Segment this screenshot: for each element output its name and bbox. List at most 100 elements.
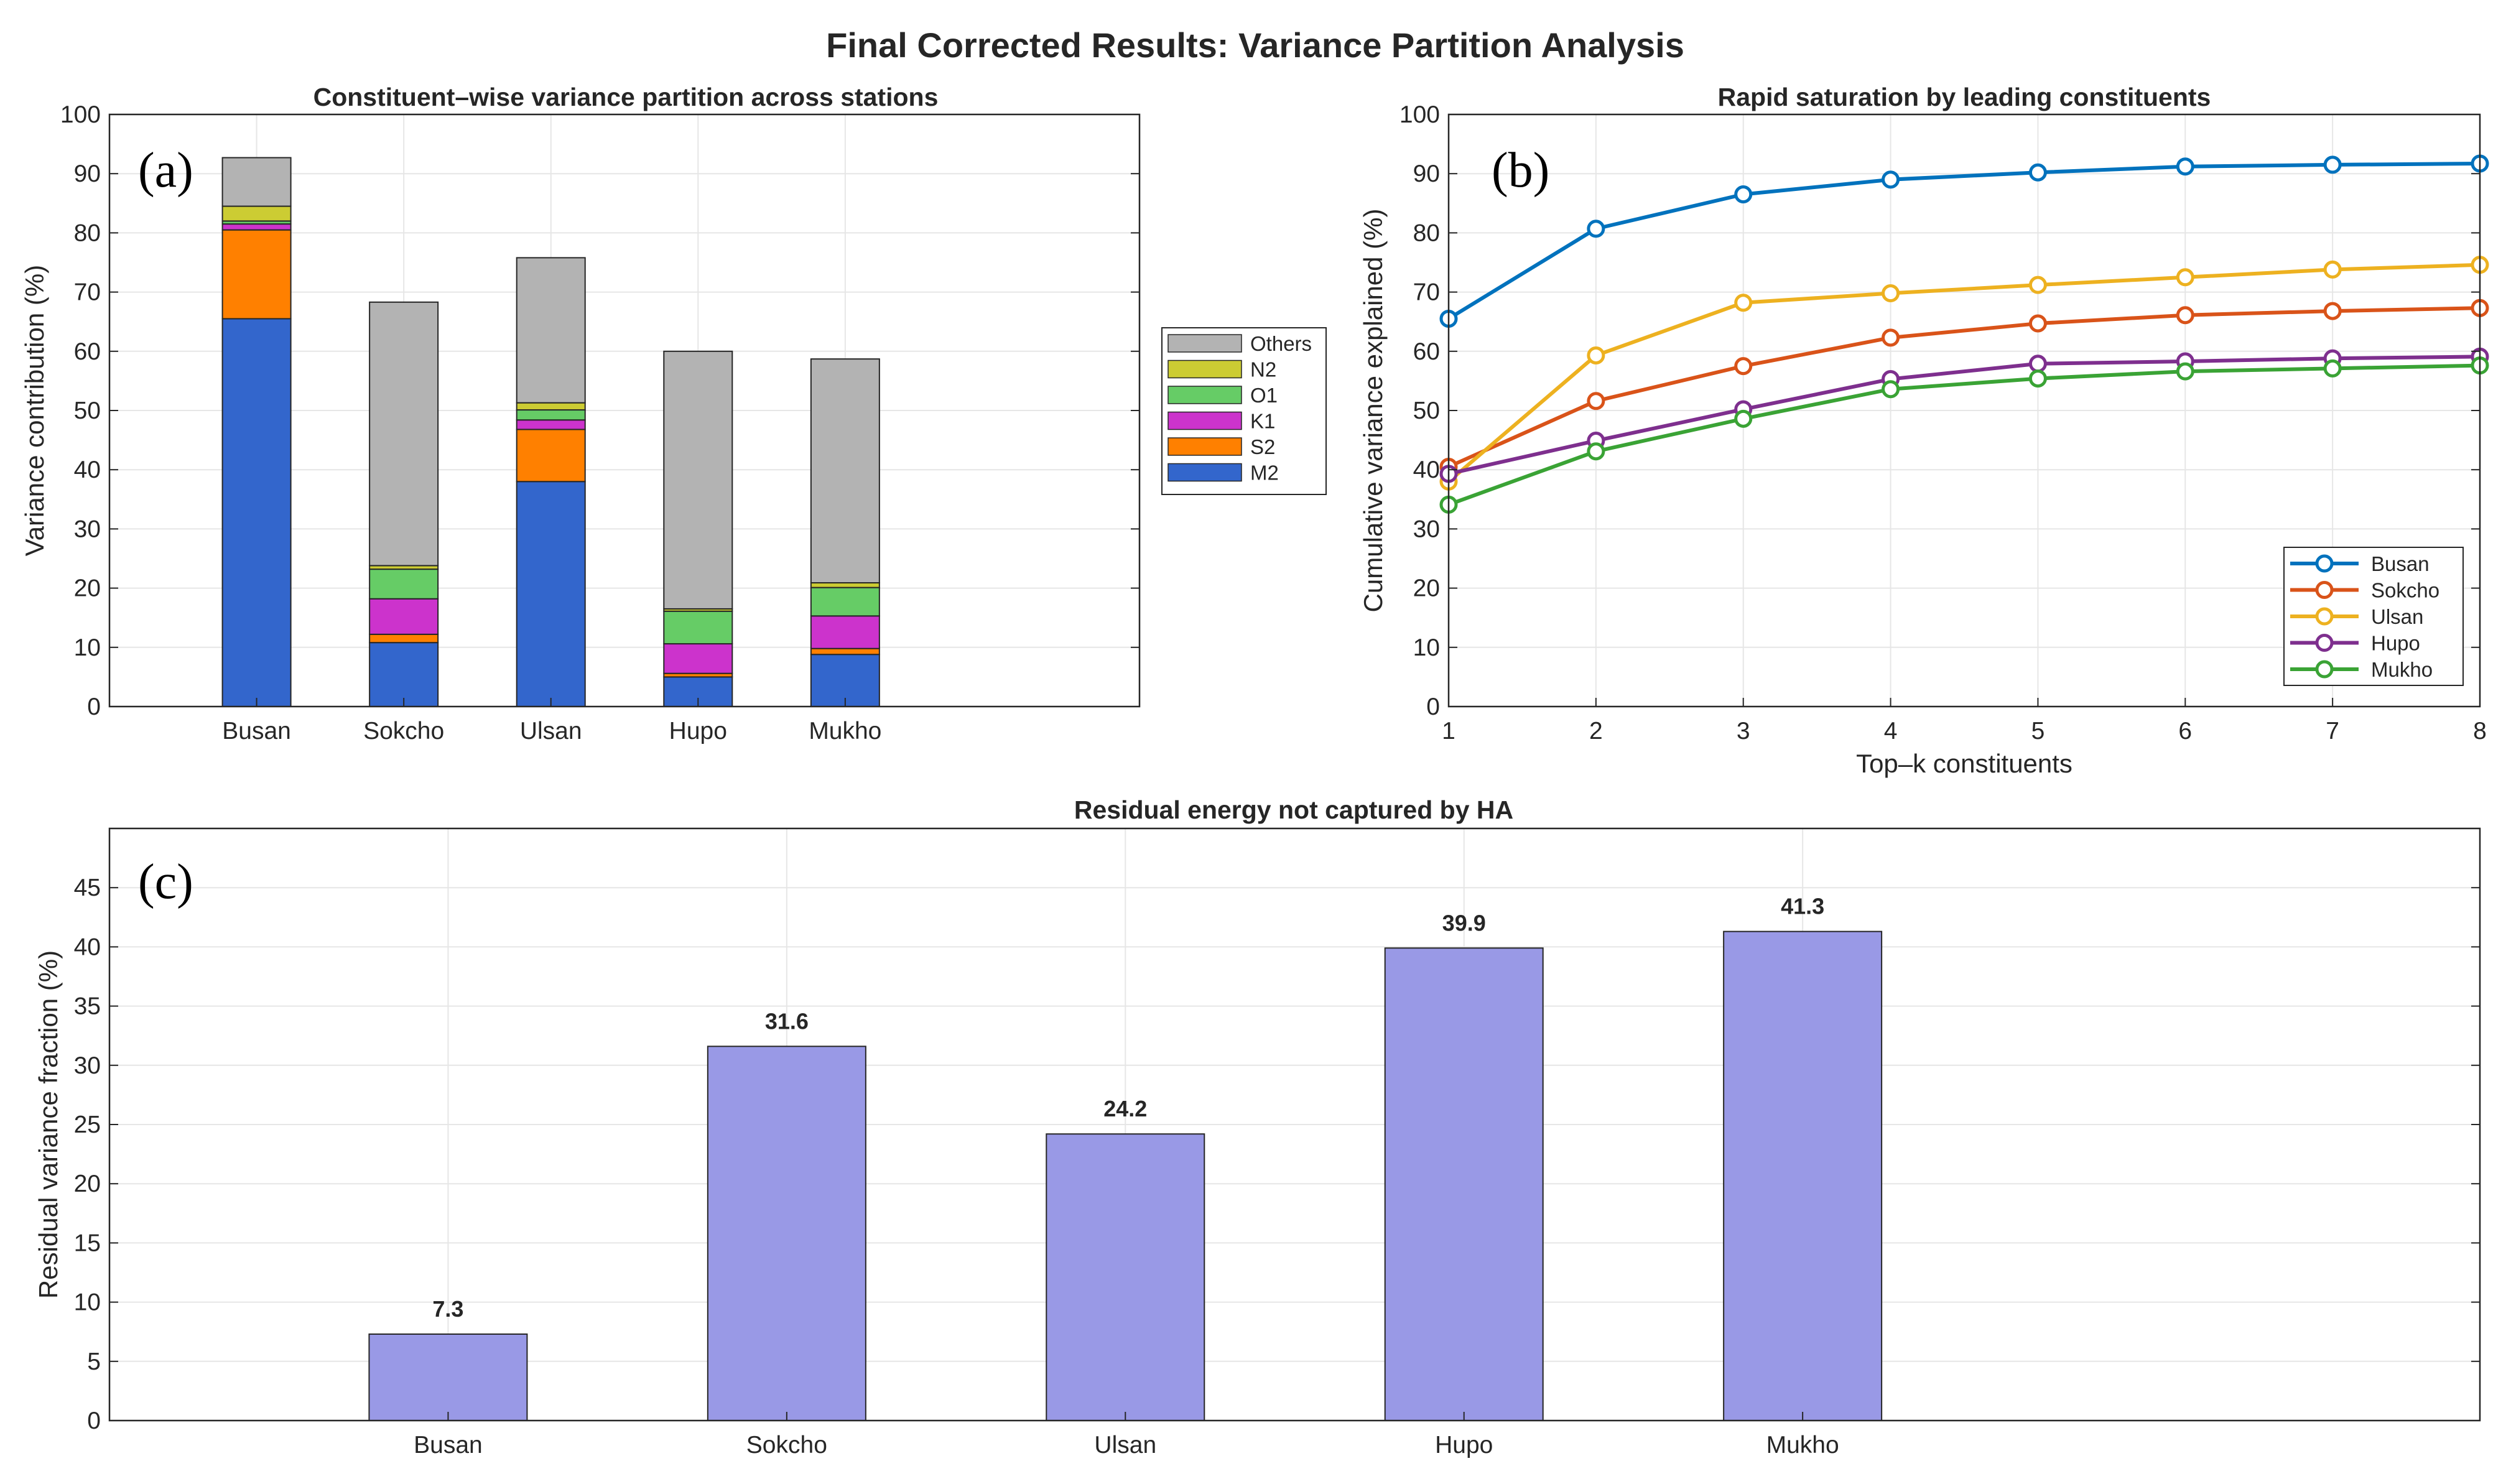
panel-a-bar-k1-sokcho	[369, 598, 439, 635]
panel-c-bar-chart: Residual energy not captured by HA 7.3 31…	[34, 795, 2481, 1458]
panel-a-y-tick-label: 70	[74, 279, 101, 306]
panel-b-legend-marker	[2315, 607, 2334, 626]
panel-b-y-ticks: 0 10 20 30 40 50 60 70 80 90 100	[1399, 101, 2480, 720]
panel-b-point-mukho	[2176, 362, 2194, 381]
panel-b-line-ulsan	[1447, 262, 2481, 483]
panel-c-y-tick-label: 0	[87, 1407, 101, 1434]
panel-c-y-tick-label: 25	[74, 1111, 101, 1138]
panel-b-title: Rapid saturation by leading constituents	[1718, 83, 2211, 111]
panel-b-legend-label: Mukho	[2371, 658, 2433, 681]
figure-title: Final Corrected Results: Variance Partit…	[826, 26, 1684, 65]
panel-b-legend-marker	[2315, 581, 2334, 599]
panel-b-x-tick-label: 1	[1442, 718, 1455, 744]
panel-b-legend-marker	[2315, 634, 2334, 652]
panel-c-y-tick-label: 40	[74, 934, 101, 960]
panel-b-point-mukho	[2028, 369, 2047, 388]
panel-a-y-tick-label: 90	[74, 160, 101, 187]
panel-c-y-axis-label: Residual variance fraction (%)	[34, 950, 63, 1299]
panel-b-point-busan	[1587, 220, 1605, 238]
panel-b-line-sokcho	[1447, 306, 2481, 469]
panel-b-y-tick-label: 80	[1413, 220, 1440, 246]
panel-c-bar-busan	[368, 1333, 528, 1422]
panel-a-y-tick-label: 0	[87, 693, 101, 720]
panel-a-bars	[221, 157, 880, 708]
panel-b-line-hupo	[1448, 355, 2481, 476]
panel-b-legend-label: Hupo	[2371, 632, 2420, 655]
panel-a-legend-swatch	[1167, 437, 1242, 456]
panel-b-point-ulsan	[1734, 294, 1753, 312]
panel-c-y-tick-label: 10	[74, 1289, 101, 1316]
panel-b-point-mukho	[1734, 409, 1753, 428]
panel-a-legend-swatch	[1167, 334, 1242, 353]
panel-b-y-tick-label: 30	[1413, 516, 1440, 542]
panel-a-bar-m2-busan	[221, 318, 292, 707]
panel-b-legend-label: Ulsan	[2371, 605, 2423, 628]
panel-a-bar-s2-mukho	[810, 647, 880, 656]
panel-b-y-tick-label: 60	[1413, 338, 1440, 365]
panel-c-y-tick-label: 30	[74, 1052, 101, 1079]
panel-a-bar-o1-mukho	[810, 587, 880, 617]
panel-b-point-mukho	[1587, 442, 1605, 461]
panel-c-x-tick-label: Sokcho	[746, 1432, 827, 1458]
panel-b-line-chart: Rapid saturation by leading constituents…	[1358, 83, 2489, 778]
panel-c-bar-sokcho	[707, 1046, 866, 1422]
panel-b-x-tick-label: 5	[2031, 718, 2045, 744]
panel-a-bar-o1-sokcho	[369, 568, 439, 600]
panel-c-x-ticks: Busan Sokcho Ulsan Hupo Mukho	[414, 1412, 1839, 1458]
panel-a-bar-others-mukho	[810, 358, 880, 584]
panel-a-x-tick-label: Hupo	[669, 718, 727, 744]
panel-a-y-tick-label: 100	[60, 101, 101, 128]
panel-b-x-tick-label: 6	[2178, 718, 2192, 744]
panel-a-y-ticks: 0 10 20 30 40 50 60 70 80 90 100	[60, 101, 1139, 720]
panel-b-y-tick-label: 100	[1399, 101, 1440, 128]
panel-b-label: (b)	[1492, 143, 1549, 198]
panel-a-bar-others-busan	[221, 157, 292, 207]
panel-a-legend-label: O1	[1250, 384, 1278, 407]
panel-a-legend-swatch	[1167, 386, 1242, 404]
panel-c-bar-mukho	[1723, 930, 1883, 1421]
panel-b-point-sokcho	[2323, 302, 2342, 320]
panel-a-x-tick-label: Busan	[222, 718, 291, 744]
panel-a-bar-k1-mukho	[810, 615, 880, 649]
panel-b-point-sokcho	[1587, 392, 1605, 410]
panel-b-point-sokcho	[2176, 306, 2194, 325]
panel-b-point-ulsan	[2323, 260, 2342, 279]
panel-c-bar-hupo	[1384, 947, 1544, 1421]
panel-a-y-axis-label: Variance contribution (%)	[20, 265, 49, 556]
panel-b-y-tick-label: 70	[1413, 279, 1440, 306]
panel-c-data-label-ulsan: 24.2	[1103, 1096, 1147, 1121]
panel-b-point-busan	[2176, 157, 2194, 176]
panel-c-x-tick-label: Mukho	[1766, 1432, 1839, 1458]
panel-c-label: (c)	[138, 855, 193, 909]
panel-b-line-busan	[1447, 162, 2481, 321]
panel-b-line-mukho	[1447, 363, 2481, 507]
panel-a-bar-o1-ulsan	[516, 409, 586, 421]
panel-c-bar-ulsan	[1046, 1133, 1205, 1422]
panel-b-y-tick-label: 40	[1413, 457, 1440, 483]
panel-c-y-tick-label: 35	[74, 993, 101, 1020]
panel-b-legend-label: Sokcho	[2371, 579, 2439, 602]
panel-b-point-mukho	[2323, 359, 2342, 378]
panel-a-y-tick-label: 40	[74, 457, 101, 483]
panel-c-data-label-sokcho: 31.6	[765, 1008, 809, 1034]
panel-c-y-ticks: 0 5 10 15 20 25 30 35 40 45	[74, 874, 2480, 1434]
panel-b-x-axis-label: Top–k constituents	[1856, 749, 2072, 778]
panel-a-x-tick-label: Sokcho	[363, 718, 444, 744]
panel-c-y-tick-label: 15	[74, 1230, 101, 1256]
panel-b-x-ticks: 1 2 3 4 5 6 7 8	[1442, 698, 2487, 744]
panel-c-x-tick-label: Hupo	[1435, 1432, 1493, 1458]
panel-a-y-tick-label: 60	[74, 338, 101, 365]
panel-a-title: Constituent–wise variance partition acro…	[313, 83, 939, 111]
panel-a-y-tick-label: 30	[74, 516, 101, 542]
panel-a-bar-k1-ulsan	[516, 419, 586, 430]
panel-b-point-busan	[1734, 185, 1753, 204]
panel-a-bar-m2-sokcho	[369, 642, 439, 707]
panel-b-point-busan	[2028, 163, 2047, 182]
panel-b-point-sokcho	[1734, 357, 1753, 376]
panel-b-legend-label: Busan	[2371, 552, 2430, 575]
panel-b-point-mukho	[1882, 380, 1900, 399]
panel-a-legend-swatch	[1167, 463, 1242, 482]
panel-b-point-hupo	[2028, 355, 2047, 373]
